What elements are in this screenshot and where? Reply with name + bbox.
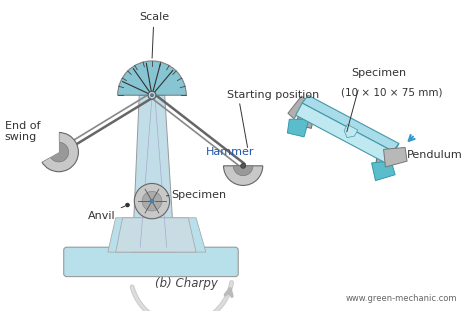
Wedge shape: [233, 166, 253, 176]
Polygon shape: [67, 252, 235, 274]
Polygon shape: [108, 218, 206, 252]
Circle shape: [126, 203, 129, 207]
Circle shape: [150, 94, 154, 97]
Text: Pendulum: Pendulum: [407, 150, 463, 160]
Polygon shape: [383, 148, 407, 167]
Text: Specimen: Specimen: [172, 190, 227, 200]
Wedge shape: [224, 166, 263, 186]
Polygon shape: [372, 161, 395, 181]
Circle shape: [142, 191, 162, 211]
Wedge shape: [50, 142, 69, 162]
Polygon shape: [116, 218, 196, 252]
Text: www.green-mechanic.com: www.green-mechanic.com: [346, 294, 457, 303]
Wedge shape: [48, 141, 59, 158]
Text: Anvil: Anvil: [88, 206, 125, 221]
Polygon shape: [287, 119, 309, 137]
Polygon shape: [132, 95, 174, 252]
Polygon shape: [288, 96, 308, 119]
Polygon shape: [387, 143, 399, 164]
Text: (b) Charpy: (b) Charpy: [155, 277, 218, 290]
Polygon shape: [302, 95, 399, 151]
Text: Starting position: Starting position: [228, 90, 319, 100]
Wedge shape: [118, 61, 186, 95]
Text: End of
swing: End of swing: [5, 121, 40, 142]
Circle shape: [148, 91, 156, 99]
Polygon shape: [344, 124, 358, 138]
Polygon shape: [296, 107, 315, 128]
Polygon shape: [296, 103, 393, 164]
Text: Hammer: Hammer: [206, 147, 255, 157]
Text: Specimen: Specimen: [351, 68, 406, 78]
Text: (10 × 10 × 75 mm): (10 × 10 × 75 mm): [341, 87, 443, 97]
Text: Scale: Scale: [139, 12, 169, 58]
Circle shape: [134, 183, 170, 219]
Polygon shape: [375, 142, 393, 166]
Circle shape: [241, 163, 246, 168]
Wedge shape: [42, 133, 78, 172]
Circle shape: [150, 199, 154, 203]
FancyBboxPatch shape: [64, 247, 238, 277]
Wedge shape: [38, 132, 59, 162]
